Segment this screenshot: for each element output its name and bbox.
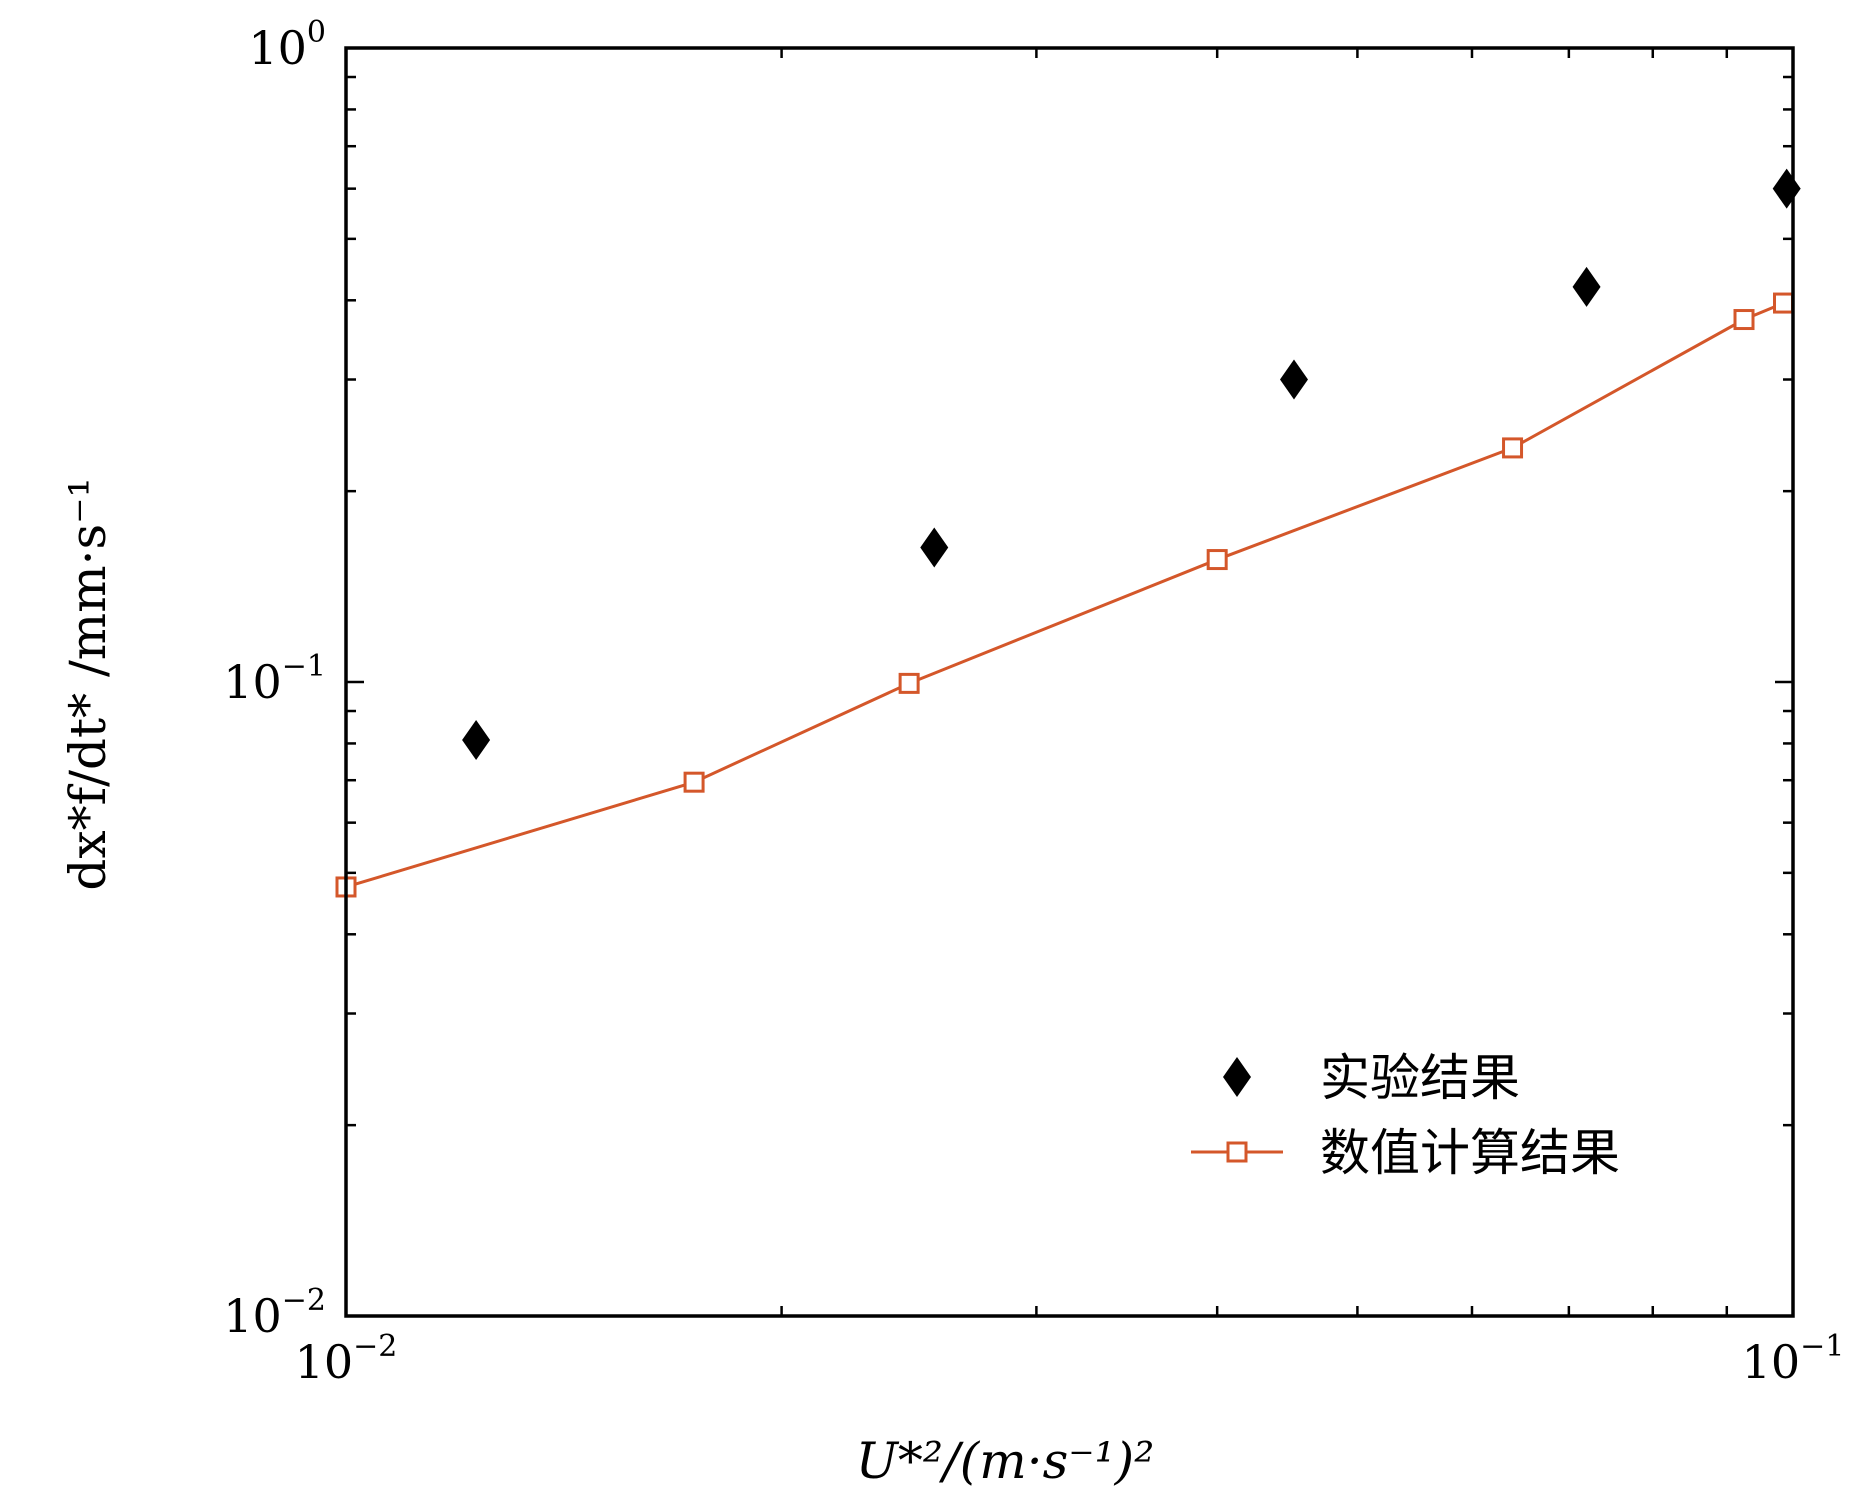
data-point-square [1733,309,1755,331]
series-0 [462,168,1801,761]
series-1 [335,292,1795,898]
data-point-diamond [1279,359,1308,400]
plot-frame [344,46,1795,1318]
data-point-diamond [1772,168,1801,209]
data-point-square [898,672,920,694]
plot-series [335,168,1801,898]
data-point-diamond [920,527,949,568]
x-axis-label: U*²/(m·s⁻¹)² [856,1432,1155,1490]
legend-label: 数值计算结果 [1320,1124,1620,1182]
legend-label: 实验结果 [1320,1049,1520,1107]
data-point-diamond [462,720,491,761]
data-point-diamond [1572,266,1601,307]
legend-entry-0: 实验结果 [1223,1049,1520,1107]
y-tick-labels: 10−2 10−1 100 [223,15,326,1343]
data-point-square [1502,437,1524,459]
legend-marker-square [1226,1141,1248,1163]
series-line [345,301,1785,889]
y-tick-label: 10−2 [223,1283,326,1343]
x-tick-labels: 10−2 10−1 [295,1329,1845,1389]
y-axis-label: dx*f/dt* /mm·s⁻¹ [59,477,117,890]
data-point-square [1773,292,1795,314]
legend-entry-1: 数值计算结果 [1191,1124,1620,1182]
data-point-square [683,771,705,793]
legend-marker-diamond [1223,1057,1251,1097]
x-tick-label: 10−2 [295,1329,398,1389]
y-tick-label: 100 [248,15,326,75]
x-tick-label: 10−1 [1742,1329,1845,1389]
y-tick-label: 10−1 [223,649,326,709]
data-point-square [1206,549,1228,571]
